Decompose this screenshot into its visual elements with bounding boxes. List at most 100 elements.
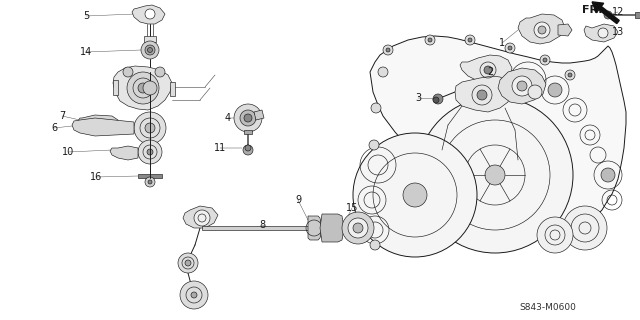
- Circle shape: [538, 26, 546, 34]
- Circle shape: [123, 67, 133, 77]
- Circle shape: [141, 41, 159, 59]
- Polygon shape: [244, 130, 252, 134]
- Text: 3: 3: [415, 93, 421, 103]
- Polygon shape: [202, 226, 308, 230]
- Circle shape: [185, 260, 191, 266]
- Polygon shape: [518, 14, 565, 44]
- Circle shape: [244, 114, 252, 122]
- Circle shape: [138, 83, 148, 93]
- Polygon shape: [113, 80, 118, 95]
- Text: 9: 9: [295, 195, 301, 205]
- Circle shape: [403, 183, 427, 207]
- Circle shape: [468, 38, 472, 42]
- Polygon shape: [183, 206, 218, 228]
- Polygon shape: [78, 115, 118, 128]
- Circle shape: [548, 83, 562, 97]
- Circle shape: [234, 104, 262, 132]
- Circle shape: [433, 94, 443, 104]
- Circle shape: [485, 165, 505, 185]
- Circle shape: [417, 97, 573, 253]
- Circle shape: [433, 97, 439, 103]
- Circle shape: [428, 38, 432, 42]
- Text: 15: 15: [346, 203, 358, 213]
- Text: 8: 8: [259, 220, 265, 230]
- Circle shape: [134, 112, 166, 144]
- FancyArrow shape: [592, 2, 620, 24]
- Circle shape: [147, 149, 153, 155]
- Circle shape: [148, 180, 152, 184]
- Circle shape: [505, 43, 515, 53]
- Text: FR.: FR.: [582, 5, 602, 15]
- Circle shape: [127, 72, 159, 104]
- Circle shape: [369, 140, 379, 150]
- Circle shape: [378, 67, 388, 77]
- Circle shape: [145, 45, 155, 55]
- Circle shape: [240, 110, 256, 126]
- Polygon shape: [138, 174, 162, 178]
- Circle shape: [245, 145, 251, 151]
- Polygon shape: [370, 36, 626, 234]
- Polygon shape: [460, 55, 512, 82]
- Text: 10: 10: [62, 147, 74, 157]
- Polygon shape: [144, 36, 156, 42]
- Circle shape: [353, 133, 477, 257]
- Circle shape: [386, 48, 390, 52]
- Circle shape: [565, 70, 575, 80]
- Circle shape: [147, 47, 152, 52]
- Polygon shape: [132, 5, 165, 24]
- Circle shape: [508, 46, 512, 50]
- Circle shape: [145, 177, 155, 187]
- Circle shape: [138, 140, 162, 164]
- Circle shape: [568, 73, 572, 77]
- Polygon shape: [254, 110, 264, 120]
- Text: 4: 4: [225, 113, 231, 123]
- Circle shape: [180, 281, 208, 309]
- Circle shape: [484, 66, 492, 74]
- Circle shape: [537, 217, 573, 253]
- Circle shape: [604, 11, 612, 19]
- Circle shape: [191, 292, 197, 298]
- Circle shape: [348, 218, 368, 238]
- Text: 14: 14: [80, 47, 92, 57]
- Circle shape: [383, 45, 393, 55]
- Circle shape: [371, 103, 381, 113]
- Circle shape: [601, 168, 615, 182]
- Circle shape: [194, 210, 210, 226]
- Polygon shape: [320, 214, 344, 242]
- Circle shape: [563, 206, 607, 250]
- Polygon shape: [558, 24, 572, 36]
- Circle shape: [517, 81, 527, 91]
- Text: 2: 2: [487, 67, 493, 77]
- Circle shape: [143, 81, 157, 95]
- Circle shape: [425, 35, 435, 45]
- Polygon shape: [498, 68, 546, 104]
- Polygon shape: [635, 12, 640, 18]
- Polygon shape: [584, 24, 618, 42]
- Text: 5: 5: [83, 11, 89, 21]
- Polygon shape: [72, 118, 134, 136]
- Text: 12: 12: [612, 7, 624, 17]
- Circle shape: [534, 22, 550, 38]
- Circle shape: [353, 223, 363, 233]
- Circle shape: [543, 58, 547, 62]
- Text: 6: 6: [51, 123, 57, 133]
- Text: 7: 7: [59, 111, 65, 121]
- Text: 1: 1: [499, 38, 505, 48]
- Polygon shape: [110, 146, 138, 160]
- Circle shape: [465, 35, 475, 45]
- Text: 13: 13: [612, 27, 624, 37]
- Circle shape: [145, 9, 155, 19]
- Circle shape: [145, 123, 155, 133]
- Circle shape: [528, 85, 542, 99]
- Text: S843-M0600: S843-M0600: [520, 303, 577, 313]
- Circle shape: [598, 28, 608, 38]
- Circle shape: [178, 253, 198, 273]
- Polygon shape: [113, 66, 172, 110]
- Text: 16: 16: [90, 172, 102, 182]
- Circle shape: [512, 76, 532, 96]
- Polygon shape: [455, 76, 510, 112]
- Polygon shape: [170, 82, 175, 96]
- Text: 11: 11: [214, 143, 226, 153]
- Circle shape: [540, 55, 550, 65]
- Polygon shape: [308, 216, 322, 240]
